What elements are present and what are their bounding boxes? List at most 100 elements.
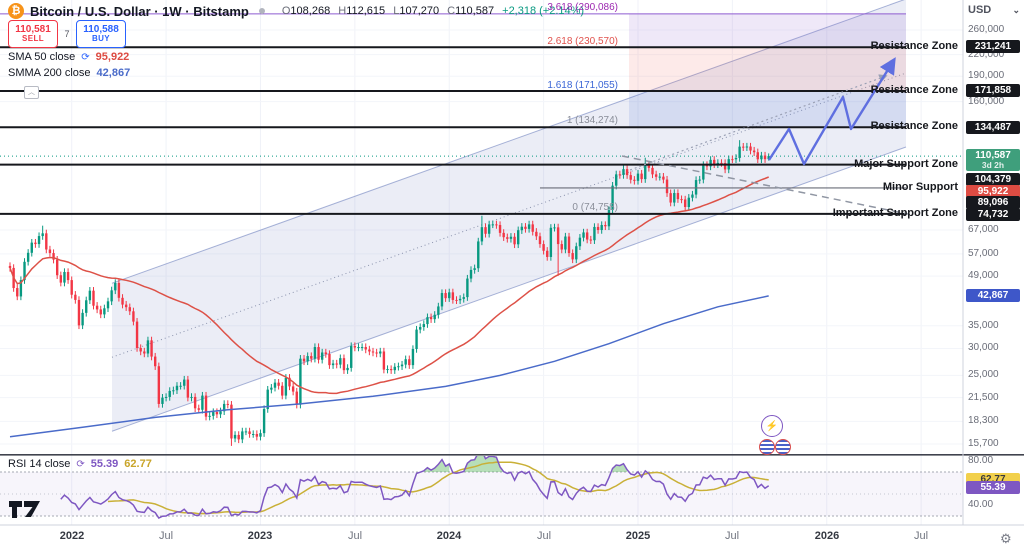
time-tick[interactable]: 2023 <box>247 530 273 542</box>
time-tick[interactable]: Jul <box>724 530 740 542</box>
rsi-tick: 80.00 <box>968 455 994 466</box>
ohlc-readout: O108,268 H112,615 L107,270 C110,587 +2,3… <box>277 5 584 17</box>
projection-arrow <box>767 57 896 166</box>
close-key: C <box>447 5 456 17</box>
open-value: 108,268 <box>290 5 331 17</box>
open-key: O <box>281 5 291 17</box>
time-tick[interactable]: Jul <box>158 530 174 542</box>
sma50-legend[interactable]: SMA 50 close ⟳ 95,922 <box>8 51 129 63</box>
price-tick: 160,000 <box>968 96 1005 107</box>
price-tick: 18,300 <box>968 415 999 426</box>
price-label-chip: 134,487 <box>966 121 1020 134</box>
symbol-header: ₿ Bitcoin / U.S. Dollar · 1W · Bitstamp … <box>8 2 584 20</box>
price-axis-currency[interactable]: USD ⌄ <box>968 4 1020 16</box>
price-label-chip: 110,587 3d 2h <box>966 149 1020 172</box>
rsi-refresh-icon[interactable]: ⟳ <box>76 458 85 470</box>
fib-level-label: 1 (134,274) <box>566 115 618 126</box>
dotted-projection <box>629 74 888 171</box>
price-label-chip: 171,858 <box>966 84 1020 97</box>
flash-refresh-icon[interactable]: ⚡ <box>761 415 783 437</box>
level-callout: Resistance Zone <box>870 84 958 96</box>
fib-band <box>629 91 906 128</box>
chip-price: 110,587 <box>975 150 1011 161</box>
chip-price: 171,858 <box>974 85 1012 96</box>
chip-price: 42,867 <box>977 290 1009 301</box>
price-tick: 67,000 <box>968 224 999 235</box>
level-callout: Resistance Zone <box>870 40 958 52</box>
buy-label: BUY <box>91 34 111 44</box>
fib-level-label: 0 (74,758) <box>572 202 618 213</box>
time-tick[interactable]: Jul <box>347 530 363 542</box>
indicator-refresh-icon[interactable]: ⟳ <box>81 51 90 63</box>
currency-label: USD <box>968 4 992 16</box>
currency-badge-icon[interactable] <box>759 439 775 455</box>
price-tick: 220,000 <box>968 49 1005 60</box>
high-value: 112,615 <box>346 5 386 17</box>
price-label-chip: 95,922 <box>966 185 1020 198</box>
price-tick: 35,000 <box>968 320 999 331</box>
fib-band <box>629 47 906 92</box>
price-tick: 49,000 <box>968 270 999 281</box>
line-handle-icon[interactable]: ︿ <box>24 86 39 99</box>
fib-band <box>629 13 906 48</box>
price-tick: 190,000 <box>968 70 1005 81</box>
price-tick: 21,500 <box>968 392 999 403</box>
fib-level-label: 3.618 (290,086) <box>547 2 618 13</box>
chevron-up-icon: ︿ <box>28 89 35 96</box>
smma200-legend[interactable]: SMMA 200 close 42,867 <box>8 67 130 79</box>
smma200-line <box>9 295 769 438</box>
rsi-ma-value: 62.77 <box>124 458 152 470</box>
buy-button[interactable]: 110,588 BUY <box>76 20 126 48</box>
rsi-legend[interactable]: RSI 14 close ⟳ 55.39 62.77 <box>8 458 152 470</box>
smma200-value: 42,867 <box>96 67 131 79</box>
price-tick: 260,000 <box>968 24 1005 35</box>
fib-level-label: 2.618 (230,570) <box>547 36 618 47</box>
pane-separator <box>0 454 1024 456</box>
market-status-icon[interactable] <box>258 8 265 14</box>
level-callout: Important Support Zone <box>832 207 958 219</box>
chip-price: 89,096 <box>977 197 1009 208</box>
chip-price: 134,487 <box>974 122 1012 133</box>
chip-price: 74,732 <box>977 209 1009 220</box>
gridlines <box>0 0 963 525</box>
low-value: 107,270 <box>399 5 440 17</box>
rsi-tick: 40.00 <box>968 499 994 510</box>
spread-value: 7 <box>64 29 70 39</box>
settings-gear-icon[interactable]: ⚙ <box>1000 531 1012 546</box>
bitcoin-logo-icon: ₿ <box>8 3 24 19</box>
time-tick[interactable]: 2024 <box>436 530 462 542</box>
rsi-line <box>60 456 770 519</box>
time-tick[interactable]: Jul <box>913 530 929 542</box>
close-value: 110,587 <box>455 5 495 17</box>
sma50-line <box>9 176 769 395</box>
time-tick[interactable]: 2022 <box>59 530 85 542</box>
rsi-ma-line <box>107 461 769 515</box>
level-callout: Minor Support <box>882 181 958 193</box>
sell-button[interactable]: 110,581 SELL <box>8 20 58 48</box>
time-tick[interactable]: Jul <box>536 530 552 542</box>
price-tick: 30,000 <box>968 342 999 353</box>
price-label-chip: 42,867 <box>966 289 1020 302</box>
price-label-chip: 89,096 <box>966 196 1020 209</box>
trend-channel <box>112 0 906 432</box>
trade-panel: 110,581 SELL 7 110,588 BUY <box>8 20 126 48</box>
tradingview-logo[interactable] <box>8 498 42 520</box>
price-label-chip: 104,379 <box>966 173 1020 186</box>
rsi-label-chip: 55.39 <box>966 481 1020 495</box>
time-tick[interactable]: 2026 <box>814 530 840 542</box>
low-key: L <box>393 5 400 17</box>
descending-trendline <box>621 155 909 215</box>
time-tick[interactable]: 2025 <box>625 530 651 542</box>
sma50-label: SMA 50 close <box>8 51 76 63</box>
caret-down-icon: ⌄ <box>1012 4 1020 15</box>
candlestick-series <box>8 140 770 446</box>
symbol-title[interactable]: Bitcoin / U.S. Dollar · 1W · Bitstamp <box>30 3 249 19</box>
chip-price: 104,379 <box>974 174 1012 185</box>
price-label-chip: 74,732 <box>966 208 1020 221</box>
sell-price: 110,581 <box>15 23 51 35</box>
currency-badge-icon[interactable] <box>775 439 791 455</box>
smma200-label: SMMA 200 close <box>8 67 91 79</box>
price-tick: 15,700 <box>968 438 999 449</box>
